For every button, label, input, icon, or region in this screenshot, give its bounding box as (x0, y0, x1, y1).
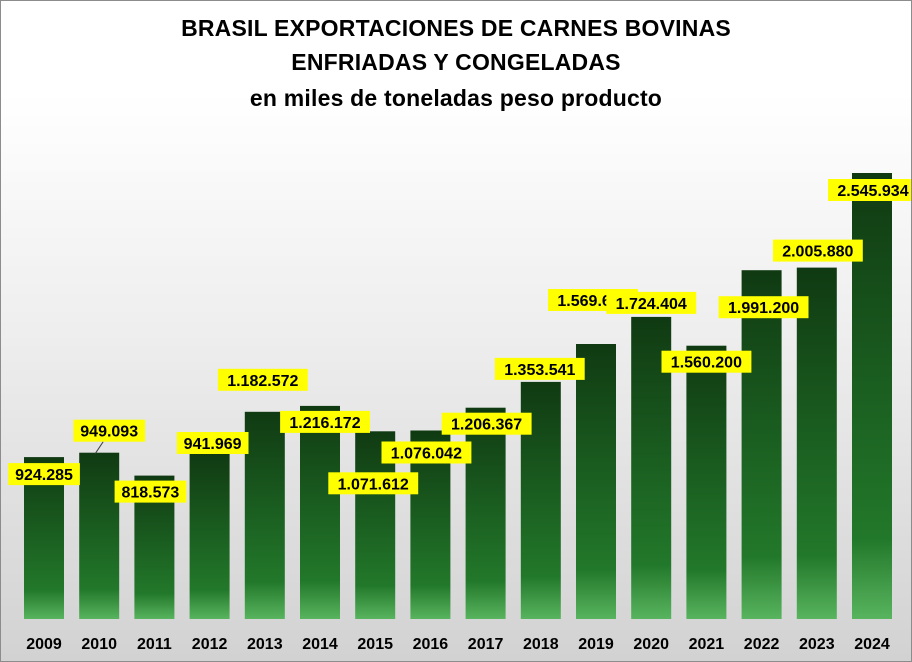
data-label-bg-2020 (606, 291, 697, 314)
data-label-2020: 1.724.404 (616, 296, 687, 313)
data-label-2022: 1.991.200 (728, 300, 799, 317)
data-label-2013: 1.182.572 (227, 373, 298, 390)
data-label-bg-2021 (661, 350, 752, 373)
data-label-2012: 941.969 (184, 436, 242, 453)
bar-2019 (576, 344, 616, 619)
data-label-bg-2015 (328, 472, 419, 495)
x-tick-2015: 2015 (357, 636, 393, 653)
x-tick-2024: 2024 (854, 636, 890, 653)
data-label-bg-2018 (494, 357, 585, 380)
x-tick-2018: 2018 (523, 636, 559, 653)
x-tick-2010: 2010 (81, 636, 117, 653)
data-label-bg-2013 (217, 368, 308, 391)
bar-2022 (741, 270, 782, 619)
data-label-bg-2014 (280, 410, 370, 433)
bars-group (24, 173, 892, 619)
data-label-2009: 924.285 (15, 467, 73, 484)
data-label-2015: 1.071.612 (338, 476, 409, 493)
data-label-bg-2023 (772, 239, 863, 262)
x-tick-2019: 2019 (578, 636, 614, 653)
data-label-bg-2024 (828, 179, 911, 201)
data-label-2021: 1.560.200 (671, 355, 742, 372)
data-label-2010: 949.093 (80, 424, 138, 441)
x-axis-tick-labels: 2009 2010 2011 2012 2013 2014 2015 2016 2017 2018… (26, 636, 890, 653)
data-label-2014: 1.216.172 (289, 415, 360, 432)
x-tick-2009: 2009 (26, 636, 62, 653)
data-label-2011: 818.573 (121, 485, 179, 502)
bar-2021 (686, 345, 727, 619)
data-label-bg-2017 (441, 412, 532, 435)
data-label-2023: 2.005.880 (782, 244, 853, 261)
x-tick-2023: 2023 (799, 636, 835, 653)
x-tick-2012: 2012 (192, 636, 228, 653)
data-label-2018: 1.353.541 (504, 362, 575, 379)
x-tick-2014: 2014 (302, 636, 338, 653)
data-label-bg-2010 (73, 419, 146, 442)
x-tick-2016: 2016 (413, 636, 449, 653)
data-labels-group: 924.285 949.093 818.573 941.969 1.182.572 1.2… (8, 179, 911, 503)
data-label-bg-2012 (176, 432, 249, 454)
bar-2023 (796, 267, 837, 619)
chart-title-line-1: BRASIL EXPORTACIONES DE CARNES BOVINAS (181, 15, 731, 41)
x-tick-2013: 2013 (247, 636, 283, 653)
data-label-2017: 1.206.367 (451, 417, 522, 434)
chart-subtitle: en miles de toneladas peso producto (249, 85, 663, 111)
x-tick-2022: 2022 (744, 636, 780, 653)
x-tick-2021: 2021 (689, 636, 725, 653)
bar-2013 (244, 411, 285, 619)
data-label-bg-2022 (718, 296, 809, 319)
x-tick-2020: 2020 (633, 636, 669, 653)
leader-line-2010 (94, 441, 104, 454)
data-label-bg-2016 (381, 441, 472, 464)
bar-2012 (189, 454, 230, 619)
data-label-2016: 1.076.042 (391, 446, 462, 463)
bar-2010 (79, 452, 120, 619)
data-label-bg-2009 (8, 463, 80, 486)
x-tick-2011: 2011 (137, 636, 172, 653)
x-tick-2017: 2017 (468, 636, 504, 653)
data-label-2024: 2.545.934 (837, 183, 908, 200)
leader-lines-group (94, 441, 104, 454)
data-label-bg-2011 (114, 480, 187, 503)
chart-title-line-2: ENFRIADAS Y CONGELADAS (291, 49, 621, 75)
bar-2017 (465, 407, 506, 619)
bar-2014 (300, 405, 340, 619)
